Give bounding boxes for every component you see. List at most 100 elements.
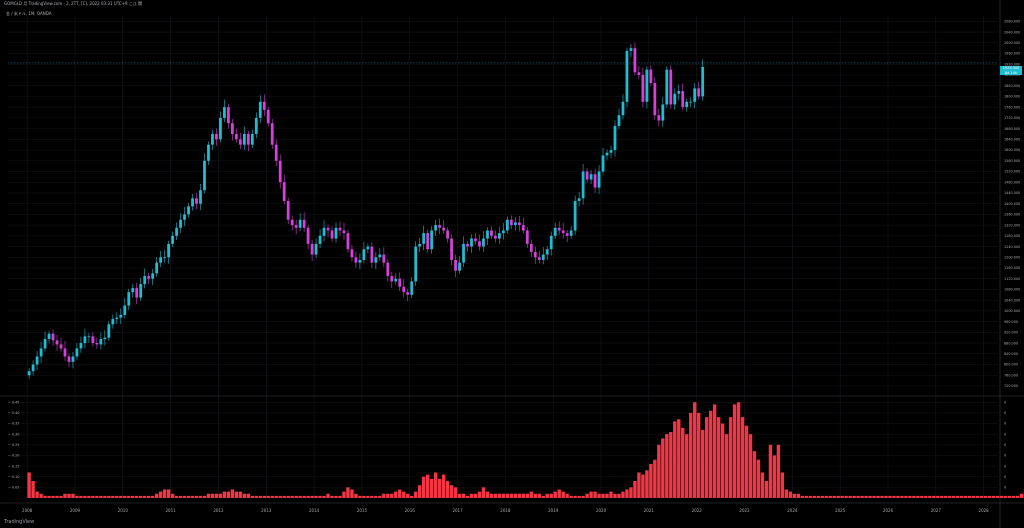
osc-bar xyxy=(218,493,223,498)
candle-body xyxy=(697,88,701,97)
osc-bar xyxy=(322,495,326,498)
candle-body xyxy=(334,227,338,239)
candle-body xyxy=(230,123,234,134)
x-tick-label: 2018 xyxy=(500,508,511,513)
candle-body xyxy=(254,117,258,134)
osc-bar xyxy=(1011,495,1016,498)
osc-bar xyxy=(497,493,502,498)
osc-bar xyxy=(740,417,745,498)
osc-bar xyxy=(796,493,801,498)
x-tick-label: 2026 xyxy=(883,508,894,513)
candle-body xyxy=(298,219,302,228)
candle-body xyxy=(167,243,171,258)
candle-body xyxy=(326,227,330,231)
osc-bar xyxy=(135,495,139,498)
osc-bar xyxy=(258,495,262,498)
osc-bar xyxy=(246,493,251,498)
osc-bar xyxy=(549,493,553,498)
y-tick-label: 720.000 xyxy=(1004,384,1018,388)
osc-bar xyxy=(569,495,573,498)
osc-bar xyxy=(772,455,777,498)
symbol-label: 金 / 米ドル, 1M, OANDA xyxy=(6,11,52,16)
candle-body xyxy=(290,219,294,226)
candle-body xyxy=(207,144,210,161)
osc-bar xyxy=(553,491,557,498)
osc-bar xyxy=(51,495,55,498)
osc-bar xyxy=(816,495,820,498)
osc-bar xyxy=(286,495,290,498)
candle-body xyxy=(549,235,553,250)
candle-body xyxy=(246,133,250,145)
osc-bar xyxy=(418,485,422,498)
osc-bar xyxy=(210,493,215,498)
osc-bar xyxy=(597,493,601,498)
y-tick-label: 1560.000 xyxy=(1004,159,1020,163)
candle-body xyxy=(215,133,218,140)
candle-body xyxy=(67,356,71,362)
osc-bar xyxy=(971,495,976,498)
osc-bar xyxy=(812,495,816,498)
x-tick-label: 2028 xyxy=(979,508,990,513)
candle-body xyxy=(342,230,346,234)
candle-body xyxy=(454,259,457,271)
candle-body xyxy=(362,249,366,260)
candle-body xyxy=(494,235,497,239)
osc-bar xyxy=(314,495,318,498)
osc-bar xyxy=(174,495,179,498)
candle-body xyxy=(39,348,43,357)
osc-bar xyxy=(836,495,840,498)
osc-bar xyxy=(948,495,952,498)
osc-bar xyxy=(669,432,673,498)
y-tick-label: 2040.000 xyxy=(1004,30,1020,34)
candle-body xyxy=(274,144,278,161)
osc-bar xyxy=(884,495,888,498)
candle-body xyxy=(625,50,629,102)
osc-bar xyxy=(537,493,541,498)
osc-bar xyxy=(581,495,585,498)
candle-body xyxy=(677,91,681,94)
candle-body xyxy=(179,219,182,228)
osc-bar xyxy=(150,495,155,498)
candle-body xyxy=(159,257,163,263)
y-tick-label: 1600.000 xyxy=(1004,148,1020,152)
candle-body xyxy=(513,222,517,226)
y-tick-label: 1280.000 xyxy=(1004,234,1020,238)
osc-bar xyxy=(589,491,593,498)
osc-bar xyxy=(501,493,506,498)
osc-bar xyxy=(808,495,812,498)
candle-body xyxy=(414,246,418,282)
candle-body xyxy=(589,174,593,180)
osc-bar xyxy=(437,478,442,498)
candle-body xyxy=(135,288,139,298)
candle-body xyxy=(282,182,286,201)
osc-bar xyxy=(952,495,956,498)
osc-bar xyxy=(673,421,677,498)
osc-bar xyxy=(238,491,243,498)
candle-body xyxy=(593,174,597,188)
osc-bar xyxy=(473,493,478,498)
candle-body xyxy=(517,222,521,226)
osc-bar xyxy=(402,491,406,498)
candle-body xyxy=(422,233,426,244)
candle-body xyxy=(685,101,689,108)
osc-bar xyxy=(517,493,522,498)
osc-bar xyxy=(162,489,167,498)
candle-body xyxy=(390,276,394,282)
candle-body xyxy=(338,227,342,231)
y-tick-label: 1760.000 xyxy=(1004,105,1020,109)
candle-body xyxy=(27,371,31,376)
candle-body xyxy=(75,348,79,357)
osc-bar xyxy=(182,495,187,498)
osc-bar xyxy=(732,404,737,498)
osc-bar xyxy=(649,463,653,498)
current-price-value: 1925.000 xyxy=(1002,66,1020,70)
osc-left-tick-label: − 0.10 xyxy=(8,475,19,479)
osc-bar xyxy=(338,495,342,498)
osc-bar xyxy=(358,495,362,498)
candle-body xyxy=(111,318,115,325)
y-tick-label: 1920.000 xyxy=(1004,62,1020,66)
osc-bar xyxy=(254,495,258,498)
candle-body xyxy=(641,74,645,102)
osc-bar xyxy=(282,495,286,498)
